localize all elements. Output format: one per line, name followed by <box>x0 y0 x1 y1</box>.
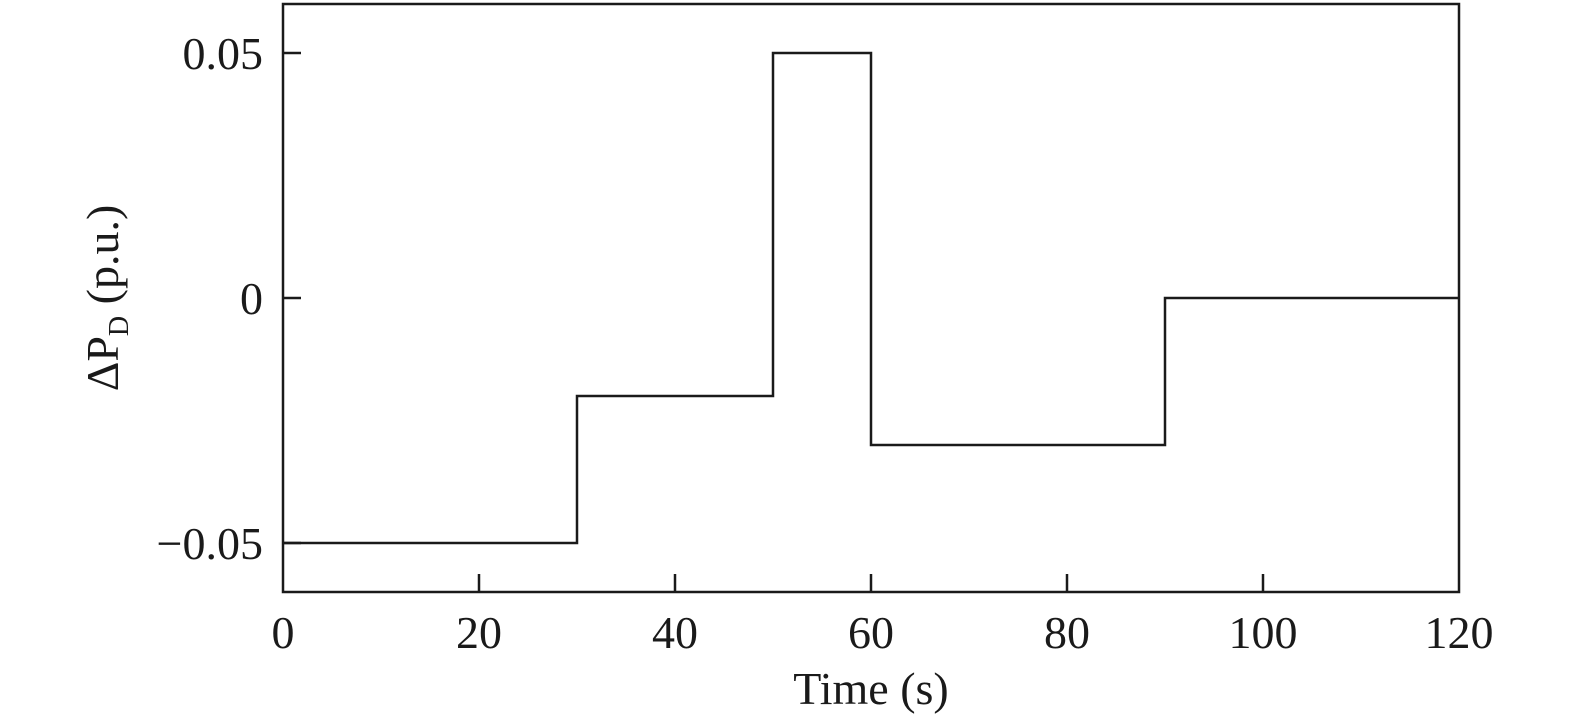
x-axis-title: Time (s) <box>793 663 949 714</box>
y-axis-title-prefix: ΔP <box>77 336 128 391</box>
x-tick-label: 60 <box>848 607 894 658</box>
y-tick-label: −0.05 <box>157 518 263 569</box>
x-tick-label: 20 <box>456 607 502 658</box>
x-tick-label: 100 <box>1229 607 1298 658</box>
y-axis-title-subscript: D <box>104 316 135 336</box>
x-tick-label: 120 <box>1425 607 1494 658</box>
series-line <box>283 51 1459 545</box>
y-tick-label: 0.05 <box>183 28 264 79</box>
x-tick-label: 80 <box>1044 607 1090 658</box>
x-axis-ticks: 0 20 40 60 80 100 120 <box>272 574 1494 658</box>
y-tick-label: 0 <box>240 273 263 324</box>
y-axis-ticks: −0.05 0 0.05 <box>157 28 301 569</box>
y-axis-title: ΔPD (p.u.) <box>77 205 135 392</box>
y-axis-title-suffix: (p.u.) <box>77 205 128 316</box>
x-tick-label: 0 <box>272 607 295 658</box>
series-group <box>283 51 1459 545</box>
x-tick-label: 40 <box>652 607 698 658</box>
